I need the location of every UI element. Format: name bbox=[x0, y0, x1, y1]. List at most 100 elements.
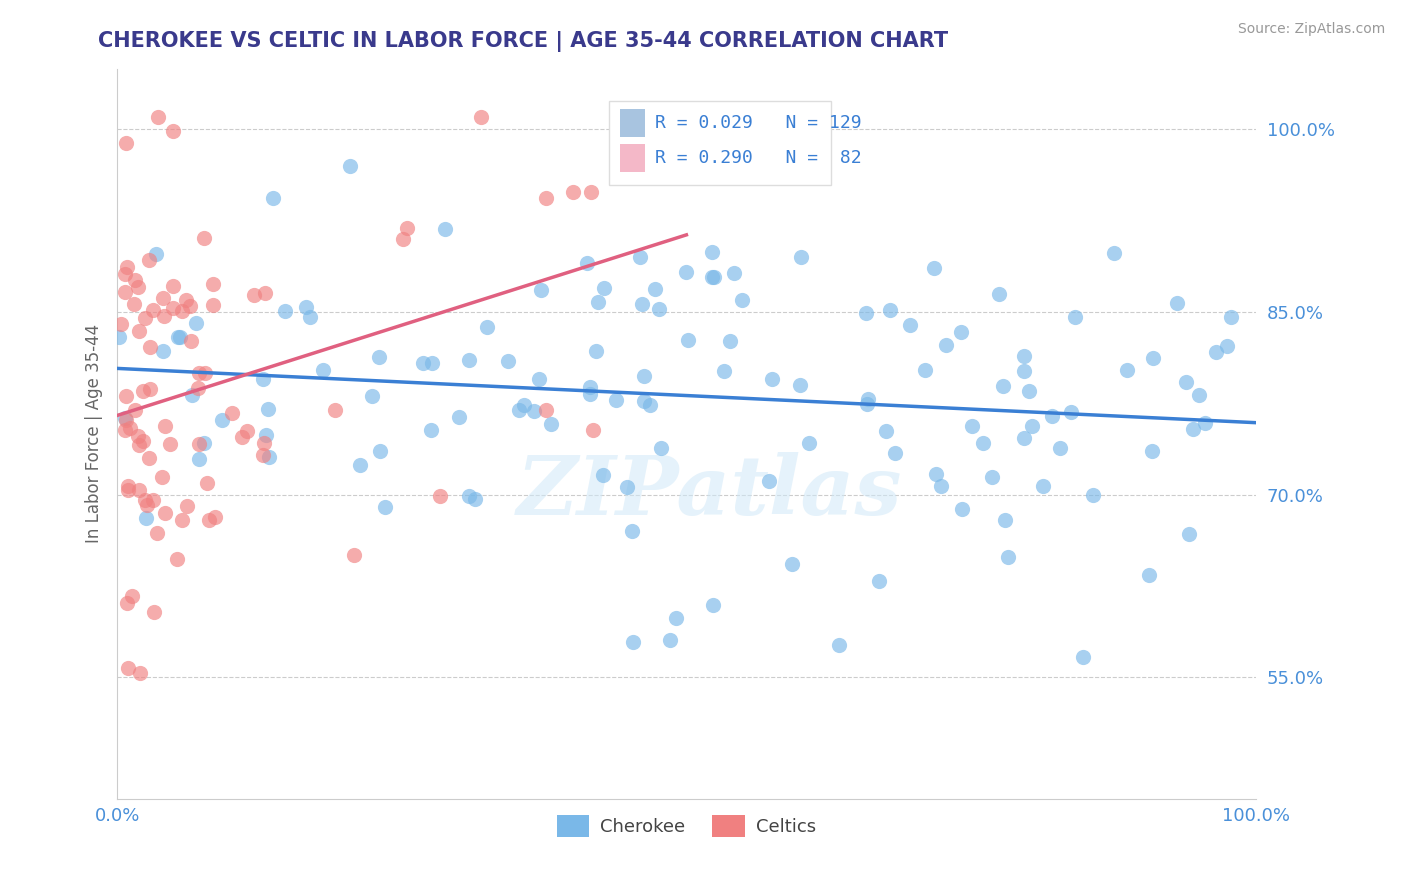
Point bbox=[702, 598, 724, 612]
Point bbox=[188, 436, 211, 450]
Point bbox=[1014, 364, 1036, 378]
Bar bbox=[620, 110, 645, 137]
Point bbox=[628, 250, 651, 264]
Point bbox=[534, 403, 557, 417]
Point bbox=[960, 419, 983, 434]
Point bbox=[152, 291, 174, 305]
Point bbox=[187, 366, 209, 380]
Point bbox=[132, 434, 155, 448]
Point bbox=[868, 574, 890, 589]
Point bbox=[134, 311, 156, 326]
Point bbox=[128, 438, 150, 452]
Point bbox=[855, 306, 877, 320]
Point bbox=[925, 467, 948, 481]
Point bbox=[139, 340, 162, 354]
Point bbox=[124, 403, 146, 417]
Point bbox=[153, 309, 176, 323]
Point bbox=[187, 381, 209, 395]
Point bbox=[991, 378, 1014, 392]
Point bbox=[138, 450, 160, 465]
Point bbox=[294, 301, 316, 315]
Point bbox=[1182, 422, 1205, 436]
Point bbox=[202, 297, 225, 311]
Point bbox=[457, 489, 479, 503]
Point bbox=[170, 303, 193, 318]
Point bbox=[349, 458, 371, 472]
Point bbox=[605, 393, 627, 408]
Text: ZIPatlas: ZIPatlas bbox=[516, 452, 901, 533]
Point bbox=[145, 246, 167, 260]
Point bbox=[142, 605, 165, 619]
Point bbox=[146, 110, 169, 124]
Point bbox=[184, 316, 207, 330]
Point bbox=[124, 273, 146, 287]
Point bbox=[1040, 409, 1063, 424]
Point bbox=[176, 499, 198, 513]
Point bbox=[828, 638, 851, 652]
Point bbox=[121, 589, 143, 603]
Point bbox=[1178, 527, 1201, 541]
Point bbox=[179, 299, 201, 313]
Point bbox=[108, 330, 131, 344]
Point bbox=[630, 297, 652, 311]
Point bbox=[162, 279, 184, 293]
Point bbox=[997, 550, 1019, 565]
Point bbox=[638, 398, 661, 412]
Point bbox=[1166, 296, 1188, 310]
Point bbox=[633, 394, 655, 409]
Point bbox=[879, 302, 901, 317]
Point bbox=[162, 301, 184, 315]
Point bbox=[180, 334, 202, 348]
Point bbox=[914, 363, 936, 377]
Point bbox=[561, 185, 583, 199]
Point bbox=[150, 470, 173, 484]
Point bbox=[117, 661, 139, 675]
Point bbox=[922, 260, 945, 275]
Point bbox=[420, 356, 443, 370]
Point bbox=[616, 480, 638, 494]
Point bbox=[193, 231, 215, 245]
Point bbox=[523, 404, 546, 418]
Point bbox=[114, 411, 136, 425]
Point bbox=[117, 483, 139, 497]
Point bbox=[464, 492, 486, 507]
Point bbox=[395, 220, 418, 235]
Point bbox=[127, 280, 149, 294]
Point bbox=[723, 266, 745, 280]
Point bbox=[242, 288, 264, 302]
Point bbox=[198, 513, 221, 527]
Point bbox=[718, 334, 741, 348]
Point bbox=[132, 384, 155, 398]
Point bbox=[582, 423, 605, 437]
Point bbox=[592, 467, 614, 482]
Point bbox=[193, 435, 215, 450]
Point bbox=[256, 428, 278, 442]
Point bbox=[1175, 375, 1198, 389]
Point bbox=[253, 286, 276, 301]
Point bbox=[412, 356, 434, 370]
Point bbox=[935, 337, 957, 351]
Point bbox=[675, 264, 697, 278]
Point bbox=[730, 293, 752, 307]
Point bbox=[856, 397, 879, 411]
Point bbox=[1060, 405, 1083, 419]
Point bbox=[197, 476, 219, 491]
Point bbox=[1012, 349, 1035, 363]
Point bbox=[257, 401, 280, 416]
Point bbox=[115, 260, 138, 274]
Point bbox=[761, 372, 783, 386]
Point bbox=[665, 611, 688, 625]
Point bbox=[1064, 310, 1087, 324]
Point bbox=[257, 450, 280, 464]
Point bbox=[194, 366, 217, 380]
Point bbox=[475, 319, 498, 334]
Point bbox=[128, 324, 150, 338]
Point bbox=[188, 451, 211, 466]
Point bbox=[152, 344, 174, 359]
Point bbox=[648, 301, 671, 316]
Point bbox=[162, 124, 184, 138]
Point bbox=[530, 283, 553, 297]
Point bbox=[633, 369, 655, 384]
Point bbox=[273, 304, 295, 318]
Point bbox=[174, 293, 197, 307]
